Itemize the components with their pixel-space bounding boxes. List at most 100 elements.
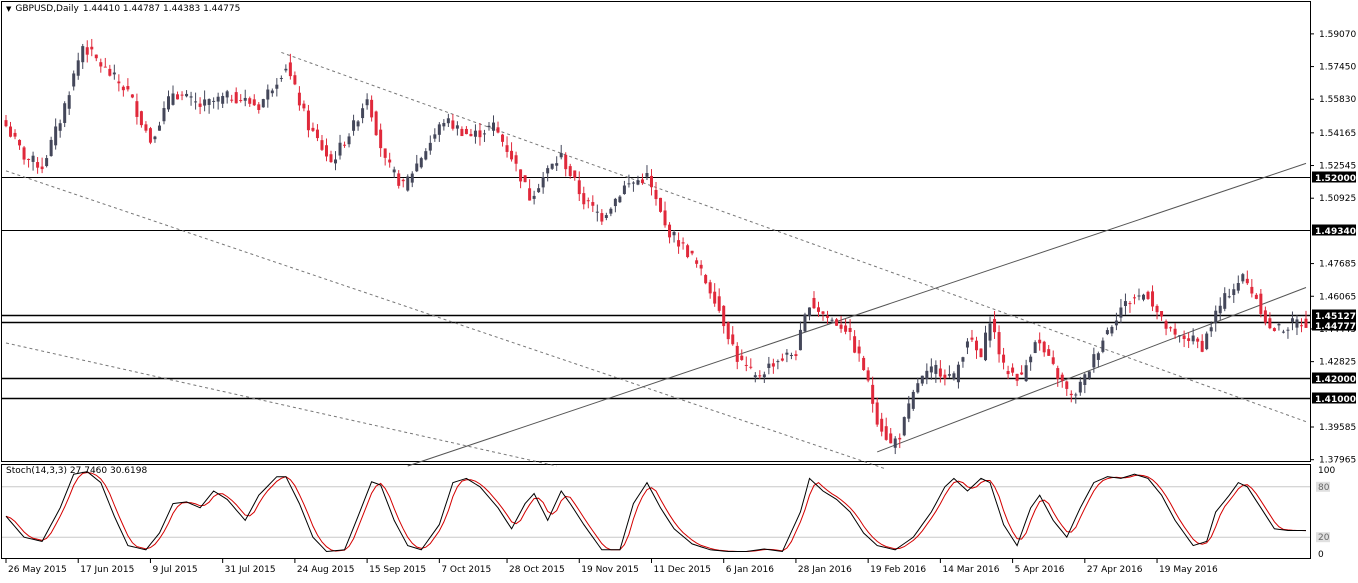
candle-bear — [297, 92, 301, 106]
price-tick-label: 1.50925 — [1319, 194, 1356, 204]
candle-bear — [117, 81, 121, 84]
candle-bear — [234, 92, 238, 104]
candle-bear — [248, 98, 252, 104]
candle-bear — [94, 54, 98, 59]
candle-bull — [433, 134, 437, 139]
candle-bear — [252, 99, 256, 106]
candle-bull — [270, 90, 274, 94]
price-tick-label: 1.52545 — [1319, 162, 1356, 172]
candle-bear — [18, 139, 22, 146]
candle-bull — [1223, 293, 1227, 309]
candle-bull — [225, 91, 229, 98]
candle-bull — [76, 60, 80, 76]
candle-bear — [871, 384, 875, 404]
stoch-level-box — [1316, 481, 1330, 492]
collapse-triangle-icon[interactable]: ▼ — [6, 5, 12, 13]
candle-bear — [1164, 321, 1168, 329]
candle-bear — [90, 46, 94, 50]
channel-line-dashed — [5, 342, 557, 467]
candle-bear — [1254, 294, 1258, 299]
candle-bear — [230, 99, 234, 101]
stoch-tick-label: 100 — [1318, 466, 1335, 476]
candle-bear — [1069, 393, 1073, 396]
candle-bear — [519, 169, 523, 182]
candle-bear — [126, 86, 130, 90]
candle-bear — [1299, 325, 1303, 327]
candle-bull — [1295, 319, 1299, 328]
candle-bear — [523, 175, 527, 183]
candle-bear — [311, 127, 315, 131]
symbol-label: GBPUSD,Daily — [15, 4, 79, 14]
candle-bear — [9, 126, 13, 137]
candle-bear — [938, 368, 942, 377]
candle-bull — [1277, 323, 1281, 326]
date-tick-label: 28 Oct 2015 — [509, 565, 565, 575]
candle-bear — [1151, 291, 1155, 307]
candle-bear — [826, 315, 830, 318]
candle-bear — [478, 130, 482, 138]
candle-bull — [415, 163, 419, 172]
candle-bear — [374, 111, 378, 136]
candle-bull — [762, 374, 766, 378]
candle-bull — [776, 361, 780, 363]
candle-bull — [167, 96, 170, 110]
candle-bear — [1002, 354, 1006, 363]
candle-bear — [744, 364, 748, 366]
candle-bull — [929, 366, 933, 373]
candle-bear — [288, 62, 292, 77]
candle-bull — [631, 182, 635, 184]
candle-bull — [555, 163, 559, 166]
candle-bear — [1056, 368, 1060, 379]
candle-bull — [492, 122, 495, 131]
level-label-bg — [1312, 224, 1356, 236]
candle-bear — [889, 433, 893, 444]
candle-bear — [600, 213, 604, 222]
candle-bull — [1078, 381, 1082, 393]
candle-bear — [722, 305, 726, 327]
candle-bull — [1241, 274, 1245, 282]
date-tick-label: 11 Dec 2015 — [653, 565, 711, 575]
candle-bear — [564, 154, 568, 170]
candle-bull — [1142, 294, 1145, 300]
candle-bull — [189, 96, 193, 98]
candle-bull — [446, 118, 450, 124]
candle-bull — [911, 391, 915, 409]
candle-bull — [157, 125, 161, 131]
candle-bear — [257, 104, 261, 110]
candle-bear — [302, 103, 306, 109]
candle-bull — [212, 100, 216, 102]
date-tick-label: 15 Sep 2015 — [369, 565, 426, 575]
candle-bull — [275, 84, 279, 89]
candle-bear — [514, 155, 518, 164]
candle-bear — [704, 275, 708, 284]
candle-bull — [392, 169, 396, 173]
date-tick-label: 27 Apr 2016 — [1087, 565, 1143, 575]
candle-bear — [880, 418, 884, 432]
candle-bear — [817, 307, 820, 312]
candle-bear — [848, 328, 852, 333]
candle-bear — [699, 264, 703, 269]
candle-bear — [1268, 318, 1272, 329]
candle-bear — [812, 297, 816, 309]
candle-bear — [771, 363, 775, 367]
candle-bull — [952, 373, 956, 380]
candle-bear — [1250, 286, 1254, 294]
candle-bear — [501, 134, 505, 142]
candle-bear — [99, 62, 103, 67]
stoch-tick-label: 0 — [1318, 550, 1324, 560]
candle-bull — [203, 99, 207, 106]
candle-bear — [144, 124, 148, 131]
stochastic-lines — [2, 471, 1310, 553]
candle-bear — [853, 336, 857, 353]
date-tick-label: 19 May 2016 — [1159, 565, 1218, 575]
horizontal-levels — [2, 177, 1310, 400]
candle-bear — [130, 94, 134, 98]
candle-bear — [586, 200, 590, 202]
candle-bear — [654, 189, 658, 200]
candle-bear — [740, 355, 744, 360]
candle-bear — [27, 158, 31, 160]
candle-bear — [591, 202, 595, 206]
candle-bear — [884, 426, 888, 440]
candle-bear — [239, 100, 243, 102]
